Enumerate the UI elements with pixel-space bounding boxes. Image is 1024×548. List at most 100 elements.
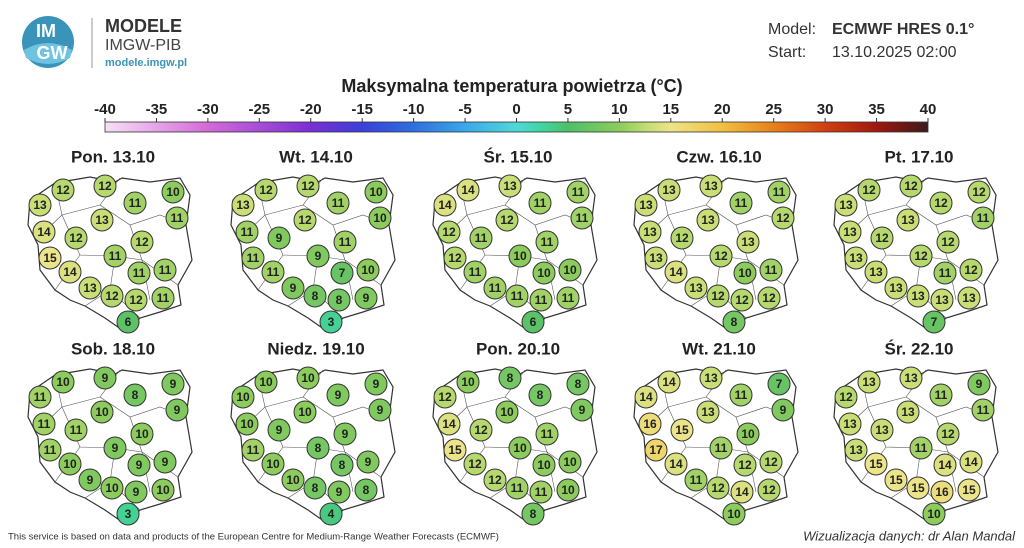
temp-marker	[103, 244, 127, 268]
temp-marker	[103, 436, 127, 460]
temp-value: 11	[241, 225, 254, 239]
temp-value: 12	[738, 458, 752, 472]
temp-marker	[838, 220, 862, 244]
panel-title: Pt. 17.10	[885, 147, 954, 166]
temp-marker	[706, 284, 730, 308]
temp-value: 12	[862, 183, 876, 197]
temp-marker	[364, 180, 388, 204]
temp-marker	[699, 174, 723, 198]
temp-marker	[936, 230, 960, 254]
temp-value: 11	[511, 289, 524, 303]
temp-value: 10	[259, 375, 273, 389]
temp-value: 7	[931, 315, 938, 329]
temp-value: 12	[438, 390, 452, 404]
temp-marker	[327, 288, 351, 312]
temp-marker	[161, 180, 185, 204]
temp-value: 15	[43, 251, 57, 265]
temp-value: 8	[507, 371, 514, 385]
temp-marker	[51, 370, 75, 394]
temp-value: 9	[315, 249, 322, 263]
temp-marker	[38, 246, 62, 270]
temp-marker	[443, 438, 467, 462]
url[interactable]: modele.imgw.pl	[105, 57, 187, 69]
temp-value: 14	[662, 375, 676, 389]
temp-marker	[116, 310, 140, 334]
temp-value: 11	[915, 441, 928, 455]
temp-marker	[333, 230, 357, 254]
temp-value: 15	[675, 423, 689, 437]
temp-marker	[834, 385, 858, 409]
temp-value: 12	[301, 179, 315, 193]
temp-marker	[857, 370, 881, 394]
temp-marker	[469, 226, 493, 250]
temp-value: 8	[336, 293, 343, 307]
org: IMGW-PIB	[105, 37, 181, 54]
temp-value: 10	[738, 266, 752, 280]
temp-value: 10	[373, 211, 387, 225]
temp-marker	[508, 244, 532, 268]
temp-marker	[151, 478, 175, 502]
temp-marker	[161, 372, 185, 396]
temp-marker	[929, 383, 953, 407]
temp-marker	[684, 468, 708, 492]
temp-value: 13	[935, 293, 949, 307]
temp-value: 13	[889, 281, 903, 295]
temp-value: 13	[95, 213, 109, 227]
temp-marker	[644, 438, 668, 462]
temp-marker	[759, 258, 783, 282]
temp-value: 9	[336, 485, 343, 499]
temp-marker	[267, 226, 291, 250]
temp-marker	[93, 366, 117, 390]
temp-value: 10	[563, 455, 577, 469]
temp-value: 11	[475, 231, 488, 245]
colorbar-label: -40	[94, 101, 116, 118]
temp-marker	[78, 468, 102, 492]
temp-value: 13	[843, 225, 857, 239]
temp-marker	[326, 191, 350, 215]
temp-marker	[930, 480, 954, 504]
temp-value: 10	[135, 427, 149, 441]
temp-value: 10	[563, 263, 577, 277]
temp-marker	[116, 502, 140, 526]
temp-marker	[857, 178, 881, 202]
temp-marker	[570, 206, 594, 230]
temp-marker	[153, 258, 177, 282]
temp-marker	[528, 383, 552, 407]
temp-value: 13	[849, 443, 863, 457]
temp-value: 11	[70, 423, 83, 437]
colorbar-label: -10	[403, 101, 425, 118]
temp-value: 12	[675, 231, 689, 245]
colorbar-label: 15	[662, 101, 679, 118]
temp-value: 13	[849, 251, 863, 265]
map-panel: Czw. 16.10 13 13 13 11 11 12 13 13 12 13 13 12 14 10 11…	[633, 147, 799, 334]
temp-value: 12	[56, 183, 70, 197]
temp-value: 11	[977, 403, 990, 417]
temp-marker	[967, 372, 991, 396]
temp-value: 9	[276, 423, 283, 437]
temp-value: 11	[469, 265, 482, 279]
temp-marker	[844, 246, 868, 270]
temp-value: 15	[869, 457, 883, 471]
temp-value: 11	[34, 390, 47, 404]
colorbar	[104, 121, 929, 133]
temp-value: 11	[735, 388, 748, 402]
temp-marker	[771, 398, 795, 422]
temp-value: 12	[941, 235, 955, 249]
temp-marker	[757, 286, 781, 310]
temp-value: 13	[236, 198, 250, 212]
temp-marker	[957, 478, 981, 502]
temp-marker	[971, 206, 995, 230]
temp-marker	[90, 400, 114, 424]
temp-value: 12	[488, 473, 502, 487]
temp-value: 9	[780, 403, 787, 417]
temp-marker	[930, 288, 954, 312]
temp-value: 13	[904, 371, 918, 385]
temp-value: 12	[98, 179, 112, 193]
temp-value: 11	[715, 441, 728, 455]
temp-marker	[532, 261, 556, 285]
temp-value: 11	[535, 485, 548, 499]
temp-marker	[933, 261, 957, 285]
temp-value: 11	[735, 196, 748, 210]
temp-marker	[64, 418, 88, 442]
temp-value: 7	[339, 266, 346, 280]
